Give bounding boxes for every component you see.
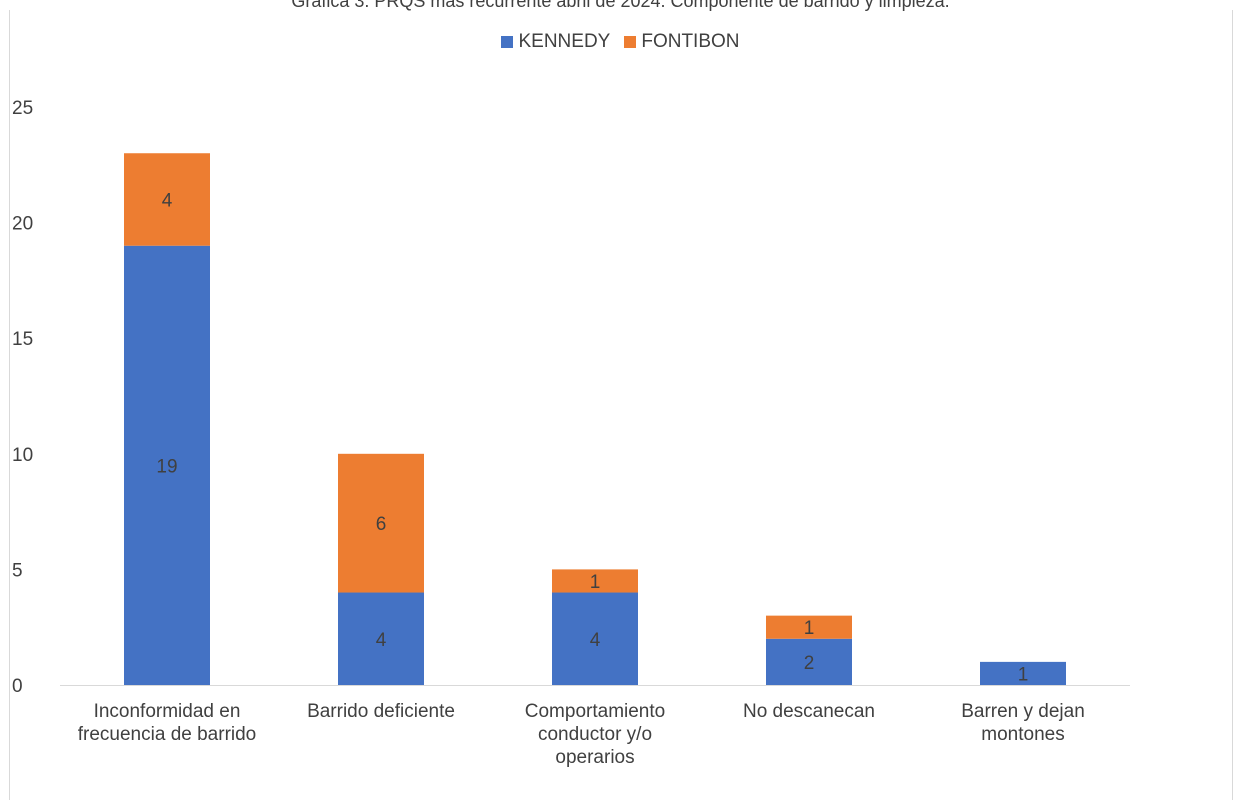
legend-label-kennedy: KENNEDY (518, 31, 611, 52)
legend-item-fontibon: FONTIBON (624, 31, 740, 53)
data-label-kennedy-2: 4 (590, 630, 601, 651)
bar-fontibon-0 (124, 153, 210, 246)
legend-swatch-fontibon (624, 36, 637, 48)
x-tick-label: Barren y dejan montones (961, 701, 1085, 745)
chart-title: Gráfica 3. PRQS más recurrente abril de … (291, 0, 950, 11)
bar-kennedy-1 (338, 592, 424, 685)
data-label-kennedy-4: 1 (1018, 664, 1029, 685)
bar-fontibon-1 (338, 453, 424, 593)
legend-swatch-kennedy (501, 36, 514, 48)
y-tick-label: 25 (12, 98, 33, 119)
bar-kennedy-0 (124, 245, 210, 685)
x-tick-label: Barrido deficiente (307, 701, 455, 722)
x-tick-label: Inconformidad en frecuencia de barrido (78, 701, 257, 745)
data-label-fontibon-3: 1 (804, 618, 815, 639)
y-tick-label: 10 (12, 445, 33, 466)
y-tick-label: 15 (12, 329, 33, 350)
data-label-kennedy-3: 2 (804, 653, 815, 674)
data-label-kennedy-1: 4 (376, 630, 387, 651)
y-tick-label: 20 (12, 214, 33, 235)
bar-fontibon-2 (552, 569, 638, 593)
data-label-fontibon-1: 6 (376, 514, 387, 535)
data-label-fontibon-2: 1 (590, 572, 601, 593)
bar-kennedy-3 (766, 638, 852, 685)
y-tick-label: 0 (12, 676, 23, 697)
data-label-kennedy-0: 19 (156, 456, 177, 477)
x-tick-label: Comportamiento conductor y/o operarios (525, 701, 665, 768)
x-tick-label: No descanecan (743, 701, 875, 722)
bar-kennedy-4 (980, 661, 1066, 685)
legend-item-kennedy: KENNEDY (501, 31, 610, 53)
legend: KENNEDY FONTIBON (0, 31, 1241, 53)
data-label-fontibon-0: 4 (162, 190, 173, 211)
bar-kennedy-2 (552, 592, 638, 685)
legend-label-fontibon: FONTIBON (641, 31, 740, 52)
bar-fontibon-3 (766, 615, 852, 639)
chart-frame (9, 10, 1233, 800)
y-tick-label: 5 (12, 560, 23, 581)
